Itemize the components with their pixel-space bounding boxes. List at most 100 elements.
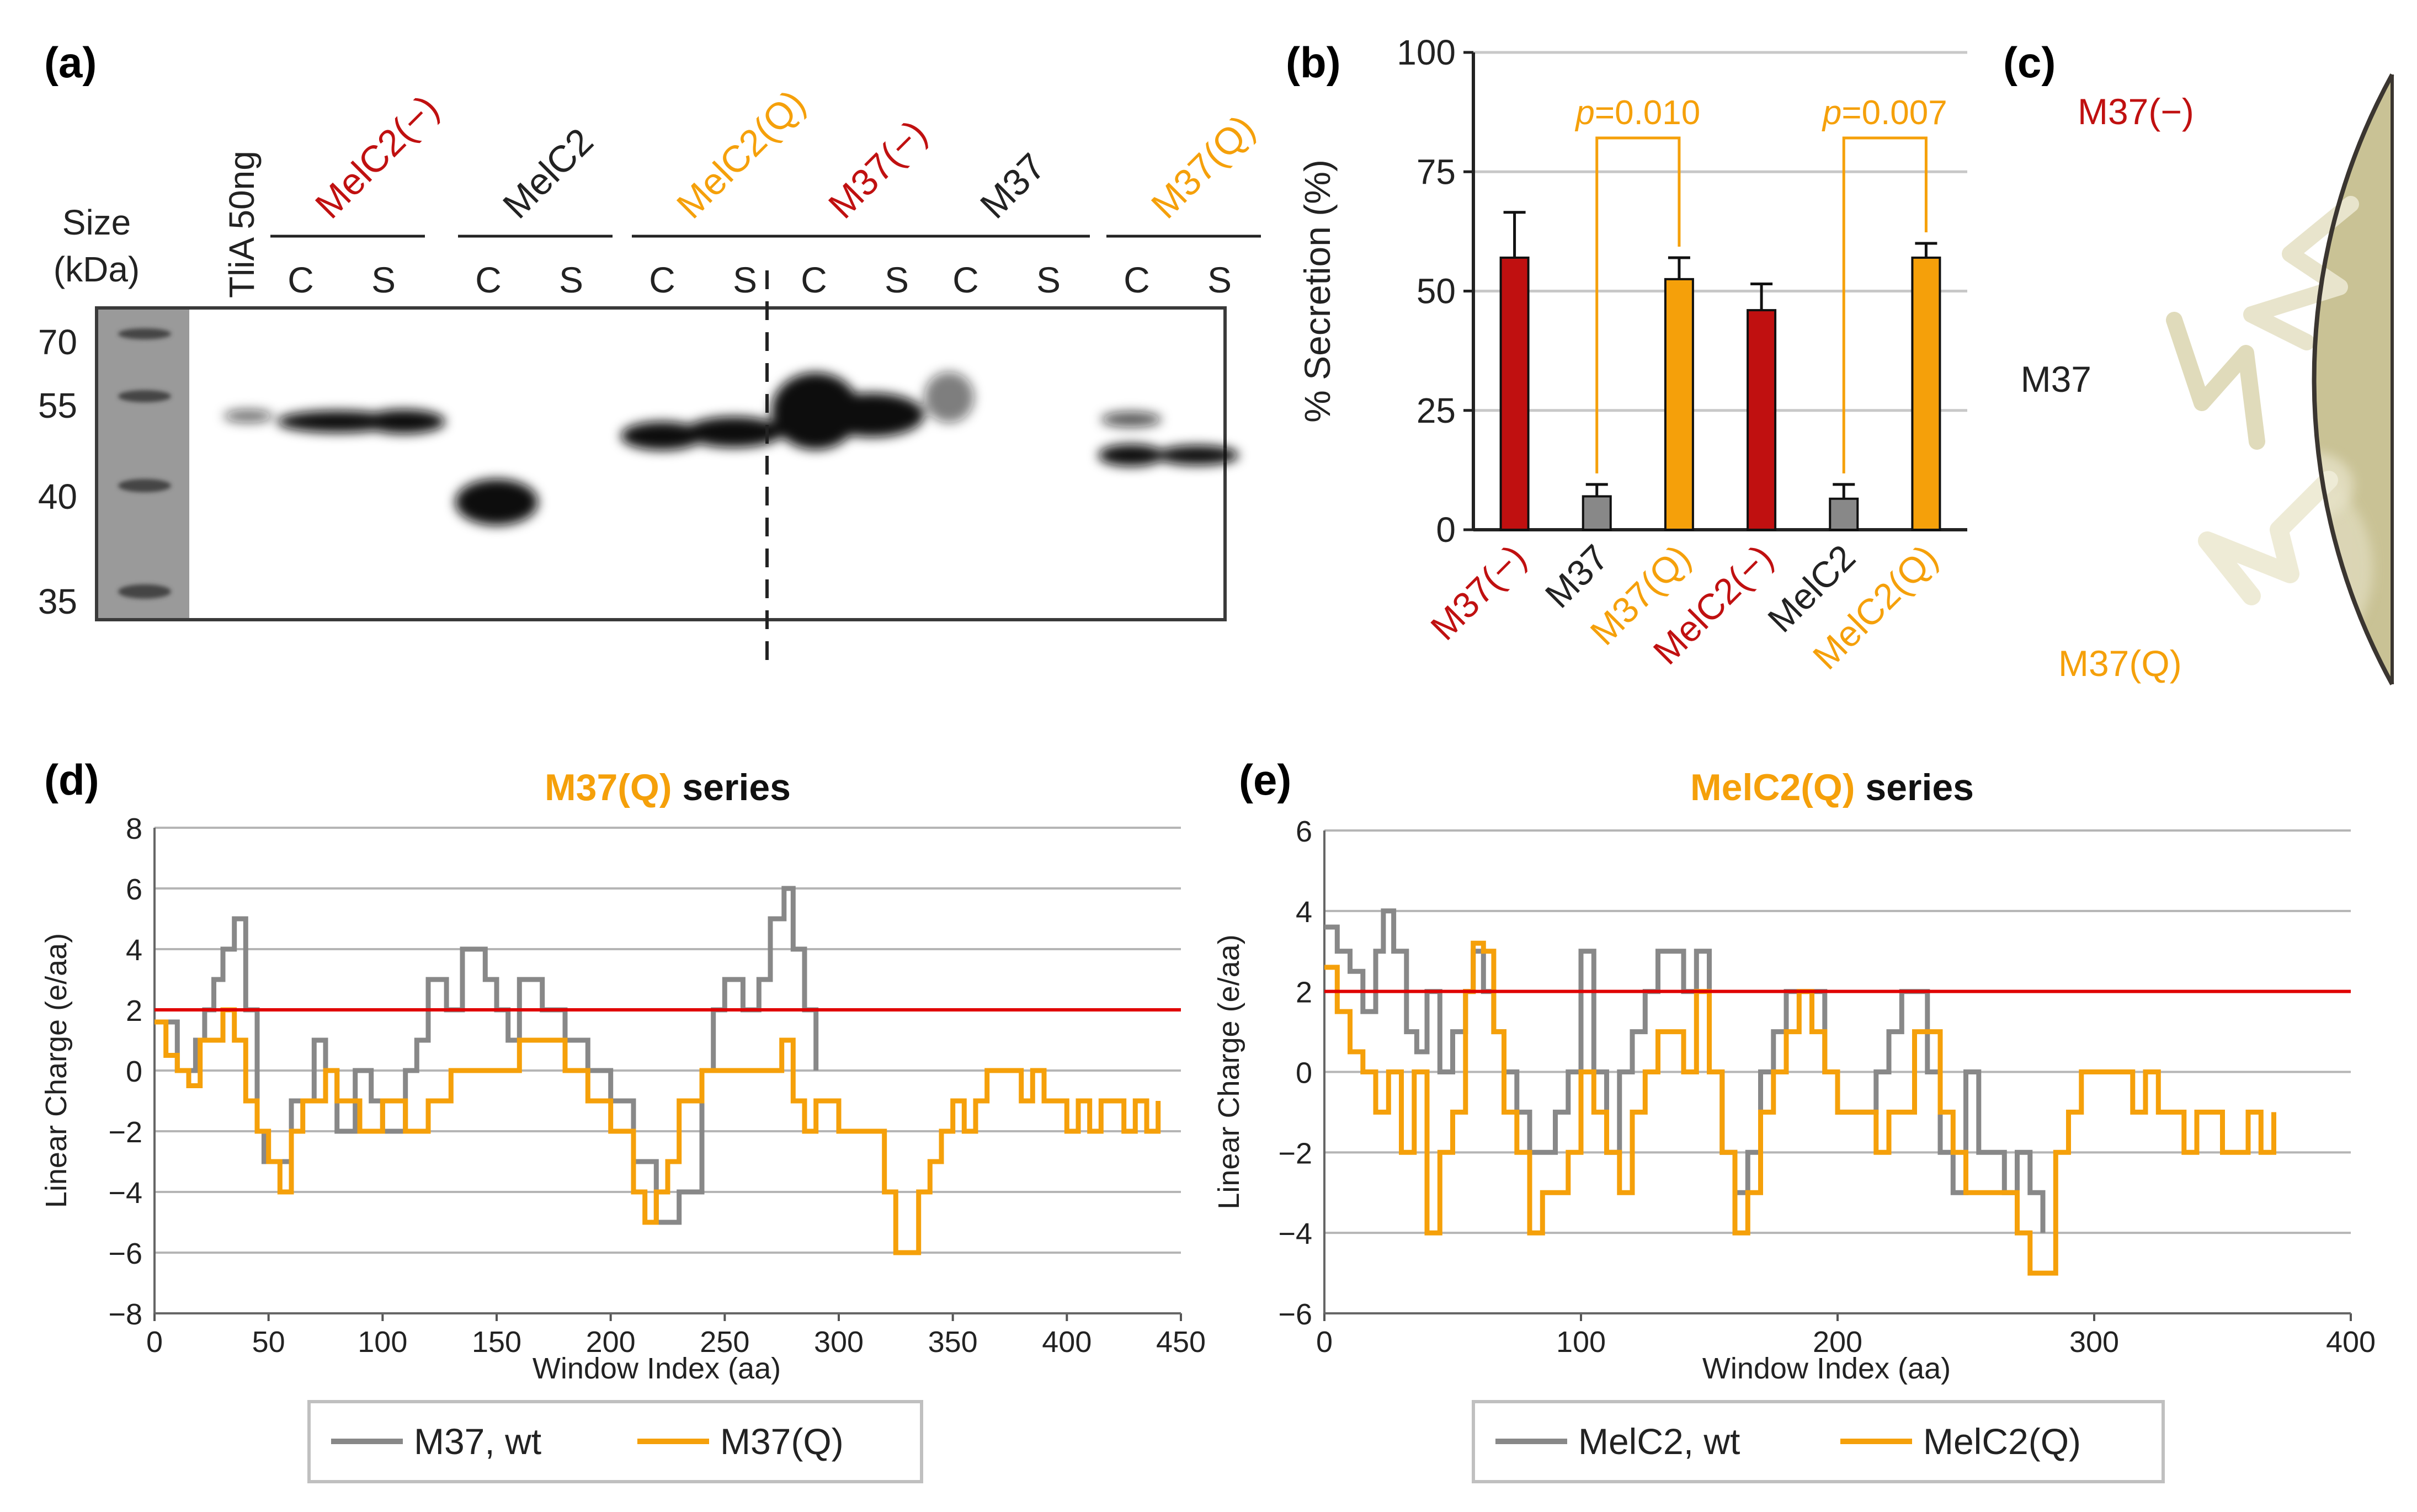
x-tick-label: 400 xyxy=(1042,1325,1092,1359)
y-tick-label: −2 xyxy=(108,1116,142,1149)
x-tick-label: 300 xyxy=(2069,1325,2119,1359)
p-value-label: p=0.007 xyxy=(1822,94,1947,132)
panel-b-label: (b) xyxy=(1286,38,1341,87)
lane-group: MelC2 C S xyxy=(458,120,613,300)
legend-label: M37(Q) xyxy=(720,1421,844,1462)
y-tick-label: 4 xyxy=(126,934,142,967)
lane-group-name: M37 xyxy=(972,145,1053,226)
lane-group-name: M37(−) xyxy=(821,112,935,226)
category-label: M37(−) xyxy=(1423,537,1534,648)
panel-c-label: (c) xyxy=(2003,38,2056,87)
bar xyxy=(1747,309,1777,531)
band-m37q-s xyxy=(1156,445,1239,465)
series-line xyxy=(155,1007,1161,1255)
panel-e-label: (e) xyxy=(1239,755,1291,804)
band-melc2-minus-s xyxy=(363,409,445,434)
streak-m37q xyxy=(2198,471,2338,605)
y-tick-label: 75 xyxy=(1417,152,1456,191)
streak-m37-minus xyxy=(2243,196,2359,350)
y-tick-label: 0 xyxy=(1436,510,1456,550)
y-tick-label: 100 xyxy=(1397,33,1456,72)
x-tick-label: 250 xyxy=(700,1325,749,1359)
y-tick-label: −6 xyxy=(108,1237,142,1270)
lane-label: S xyxy=(733,259,757,300)
lane-label: C xyxy=(952,259,979,300)
panel-e-title-colored: MelC2(Q) xyxy=(1690,766,1855,808)
y-axis-label: Linear Charge (e/aa) xyxy=(40,933,73,1208)
y-tick-label: 4 xyxy=(1296,896,1312,929)
x-tick-label: 50 xyxy=(252,1325,285,1359)
legend-box xyxy=(1472,1400,2165,1483)
band-m37q-c-lower xyxy=(1098,444,1164,466)
panel-d-title-colored: M37(Q) xyxy=(545,766,672,808)
lane-group-name: MelC2 xyxy=(495,120,601,227)
bar xyxy=(1499,256,1530,531)
streak-m37 xyxy=(2166,312,2265,450)
size-title: Size xyxy=(62,203,131,242)
size-marker-label: 35 xyxy=(38,582,77,621)
x-tick-label: 0 xyxy=(146,1325,163,1359)
legend-label: MelC2(Q) xyxy=(1923,1421,2081,1462)
x-tick-label: 150 xyxy=(472,1325,521,1359)
plate-label: M37 xyxy=(2021,359,2091,400)
y-tick-label: −8 xyxy=(108,1298,142,1331)
lane-group-name: M37(Q) xyxy=(1143,107,1263,227)
panel-d-label: (d) xyxy=(44,755,99,804)
bar xyxy=(1582,495,1612,531)
size-marker-label: 70 xyxy=(38,322,77,362)
significance-bracket xyxy=(1842,136,1928,473)
x-axis-label: Window Index (aa) xyxy=(1702,1352,1951,1385)
lane-label: C xyxy=(475,259,502,300)
y-tick-label: 6 xyxy=(126,873,142,906)
lane-group-name: MelC2(Q) xyxy=(669,82,813,226)
y-tick-label: 2 xyxy=(1296,976,1312,1009)
panel-c: (c) M37(−) M37 M37(Q) xyxy=(2003,38,2394,685)
lane-label: C xyxy=(801,259,827,300)
lane-group: MelC2(Q) C S xyxy=(632,82,813,300)
panel-a: (a) Size (kDa) 70 55 40 35 TliA 50ng MelC2(… xyxy=(38,38,1263,668)
streaks xyxy=(2166,196,2359,605)
bar xyxy=(1664,278,1694,531)
y-tick-label: 8 xyxy=(126,812,142,845)
size-ladder-lane xyxy=(98,310,189,618)
x-tick-label: 350 xyxy=(928,1325,978,1359)
y-tick-label: 25 xyxy=(1417,391,1456,430)
western-blot xyxy=(95,306,1227,621)
panel-d-title-rest: series xyxy=(672,766,791,808)
panel-d-title: M37(Q) series xyxy=(545,766,791,808)
legend: MelC2, wt MelC2(Q) xyxy=(1472,1400,2165,1483)
band-tlia xyxy=(223,409,273,423)
lane-label: S xyxy=(1207,259,1232,300)
legend-label: M37, wt xyxy=(414,1421,541,1462)
y-tick-label: 0 xyxy=(126,1055,142,1088)
x-tick-label: 450 xyxy=(1156,1325,1206,1359)
y-tick-label: 50 xyxy=(1417,271,1456,311)
x-tick-label: 100 xyxy=(1556,1325,1606,1359)
panel-a-label: (a) xyxy=(44,38,97,87)
lane-label: S xyxy=(371,259,396,300)
band-melc2q-c xyxy=(621,422,704,450)
ladder-bands xyxy=(118,328,171,599)
size-marker-label: 40 xyxy=(38,477,77,517)
significance-bracket xyxy=(1595,136,1681,473)
x-axis-label: Window Index (aa) xyxy=(533,1352,781,1385)
bar xyxy=(1829,497,1859,531)
y-tick-label: 2 xyxy=(126,994,142,1027)
x-tick-label: 200 xyxy=(1813,1325,1862,1359)
size-unit: (kDa) xyxy=(54,249,140,289)
y-tick-label: −2 xyxy=(1278,1137,1312,1170)
band-m37-minus-s xyxy=(819,393,924,437)
band-melc2q-s xyxy=(684,417,784,448)
lane-label: S xyxy=(1036,259,1061,300)
size-marker-label: 55 xyxy=(38,386,77,425)
x-tick-label: 200 xyxy=(586,1325,636,1359)
band-melc2-c xyxy=(455,479,538,525)
protein-bands xyxy=(223,372,1239,525)
lane-group: MelC2(−) C S xyxy=(270,87,447,300)
